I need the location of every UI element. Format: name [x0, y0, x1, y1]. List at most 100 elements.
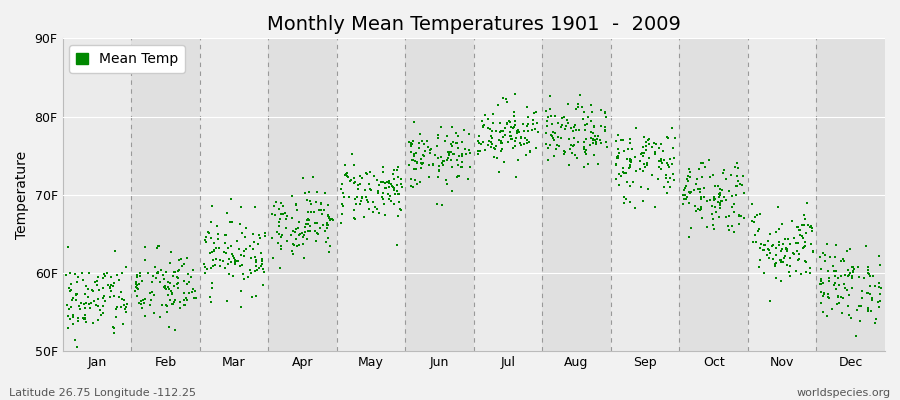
Point: [390, 242, 404, 248]
Point: [551, 120, 565, 126]
Point: [161, 292, 176, 298]
Point: [278, 225, 293, 232]
Point: [523, 148, 537, 155]
Point: [529, 108, 544, 115]
Point: [375, 196, 390, 202]
Point: [441, 155, 455, 162]
Point: [779, 248, 794, 254]
Point: [132, 273, 147, 280]
Point: [762, 298, 777, 304]
Point: [106, 293, 121, 299]
Point: [415, 138, 429, 144]
Point: [411, 140, 426, 146]
Point: [796, 212, 811, 218]
Point: [612, 150, 626, 156]
Point: [385, 171, 400, 177]
Point: [417, 153, 431, 160]
Point: [429, 201, 444, 207]
Point: [694, 196, 708, 202]
Point: [865, 295, 879, 301]
Point: [68, 270, 82, 277]
Point: [543, 106, 557, 112]
Point: [387, 167, 401, 174]
Point: [635, 153, 650, 160]
Point: [500, 120, 514, 126]
Point: [768, 261, 782, 267]
Point: [322, 217, 337, 224]
Point: [702, 157, 716, 163]
Point: [828, 254, 842, 260]
Point: [351, 186, 365, 192]
Point: [68, 292, 83, 298]
Point: [608, 176, 623, 182]
Point: [86, 320, 100, 326]
Point: [834, 294, 849, 300]
Point: [626, 179, 640, 186]
Point: [828, 272, 842, 279]
Point: [161, 279, 176, 286]
Point: [66, 321, 80, 327]
Point: [500, 98, 514, 105]
Point: [577, 146, 591, 152]
Point: [644, 144, 659, 150]
Point: [138, 257, 152, 264]
Point: [722, 213, 736, 220]
Point: [284, 232, 298, 239]
Point: [724, 172, 738, 178]
Point: [510, 128, 525, 134]
Point: [594, 107, 608, 113]
Point: [681, 234, 696, 240]
Point: [68, 291, 83, 297]
Point: [814, 278, 828, 284]
Point: [220, 261, 235, 267]
Point: [660, 190, 674, 196]
Point: [792, 250, 806, 257]
Point: [843, 246, 858, 252]
Point: [166, 273, 180, 280]
Point: [414, 156, 428, 162]
Point: [439, 181, 454, 188]
Point: [580, 121, 594, 127]
Point: [375, 179, 390, 186]
Point: [749, 239, 763, 245]
Point: [628, 168, 643, 175]
Point: [218, 232, 232, 238]
Point: [404, 149, 419, 155]
Point: [378, 180, 392, 186]
Y-axis label: Temperature: Temperature: [15, 151, 29, 239]
Point: [454, 164, 468, 170]
Point: [376, 190, 391, 197]
Point: [442, 152, 456, 158]
Point: [95, 295, 110, 302]
Point: [639, 162, 653, 169]
Point: [584, 118, 598, 125]
Point: [652, 158, 666, 164]
Point: [188, 295, 202, 302]
Point: [408, 176, 422, 183]
Point: [198, 264, 212, 270]
Point: [424, 146, 438, 153]
Point: [855, 295, 869, 301]
Point: [491, 102, 506, 108]
Point: [149, 275, 164, 282]
Point: [197, 260, 211, 267]
Point: [78, 316, 93, 322]
Point: [713, 200, 727, 206]
Point: [472, 133, 486, 140]
Point: [422, 174, 436, 181]
Point: [86, 286, 100, 293]
Point: [251, 241, 266, 247]
Point: [588, 132, 602, 139]
Point: [873, 298, 887, 304]
Point: [354, 198, 368, 204]
Point: [232, 220, 247, 227]
Point: [335, 211, 349, 217]
Point: [757, 242, 771, 248]
Point: [61, 285, 76, 291]
Point: [160, 303, 175, 309]
Point: [314, 201, 328, 208]
Point: [289, 225, 303, 232]
Point: [525, 126, 539, 133]
Point: [652, 164, 667, 170]
Point: [572, 92, 587, 98]
